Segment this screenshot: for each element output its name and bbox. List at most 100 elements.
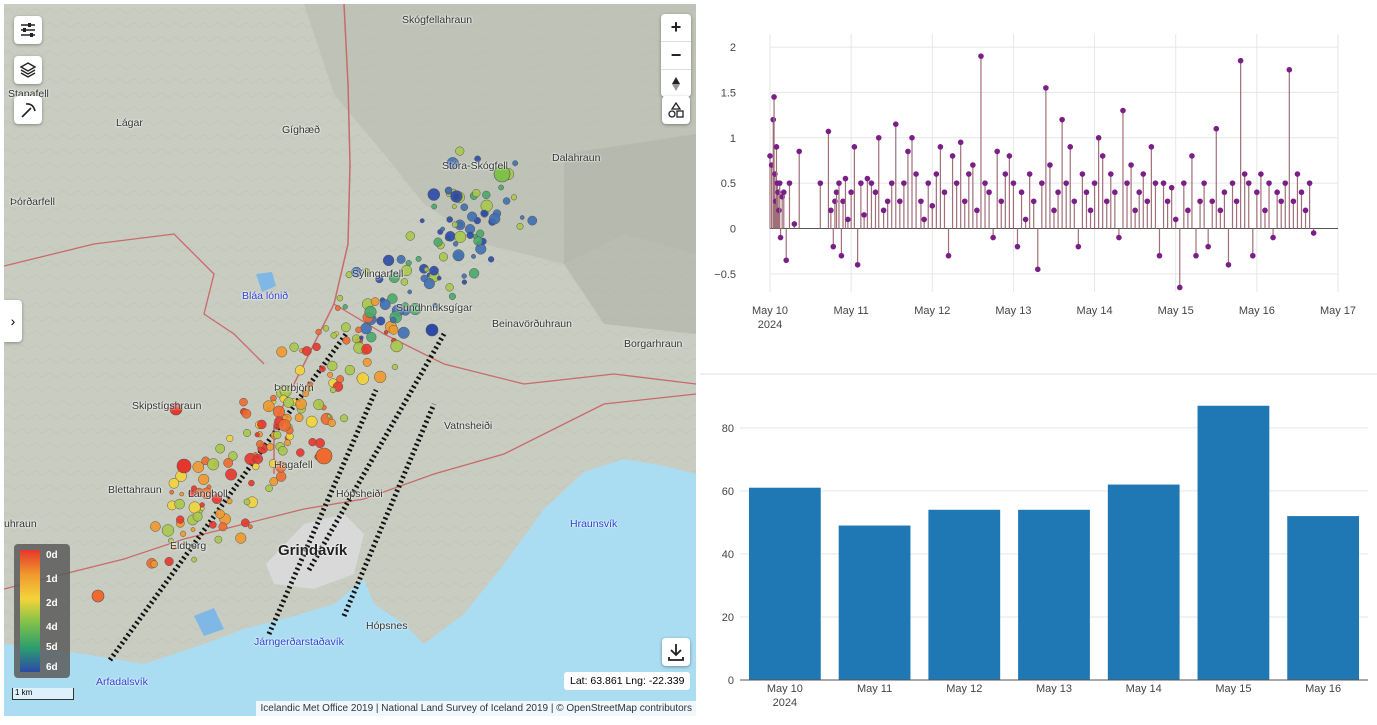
earthquake-marker (351, 266, 362, 278)
stem-point (783, 257, 790, 264)
zoom-out-button[interactable]: − (661, 42, 691, 70)
earthquake-marker (397, 326, 410, 339)
earthquake-marker (342, 336, 351, 345)
earthquake-marker (400, 265, 413, 277)
earthquake-marker (359, 335, 364, 340)
earthquake-marker (199, 502, 205, 508)
earthquake-markers (91, 146, 538, 603)
y-tick-label: 2 (730, 42, 736, 54)
earthquake-marker (169, 489, 175, 495)
bar-chart[interactable]: 0 20 40 60 80 May 10 May 11 May 12 May 13 May 14 M… (700, 350, 1377, 720)
earthquake-marker (366, 332, 377, 343)
earthquake-marker (301, 346, 312, 356)
stem-point (1185, 207, 1191, 214)
place-label-borgarhraun: Borgarhraun (624, 338, 683, 350)
earthquake-marker (448, 292, 456, 300)
earthquake-marker (493, 165, 511, 183)
legend-label: 6d (46, 662, 58, 673)
earthquake-marker (445, 231, 456, 242)
stem-point (1262, 207, 1268, 214)
place-label-eldborg: Eldborg (170, 540, 207, 552)
earthquake-map[interactable]: Skógfellahraun Stapafell Lágar Gíghæð Dalahr… (4, 4, 696, 716)
earthquake-marker (215, 443, 226, 454)
zoom-in-button[interactable]: + (661, 14, 691, 42)
map-basemap (4, 4, 696, 716)
earthquake-marker (489, 213, 501, 225)
download-button[interactable] (662, 638, 690, 666)
earthquake-marker (472, 188, 481, 198)
earthquake-marker (228, 451, 238, 461)
stem-point (836, 180, 842, 186)
filter-button[interactable] (14, 16, 42, 44)
earthquake-marker (376, 316, 386, 326)
earthquake-marker (388, 324, 399, 335)
earthquake-marker (476, 229, 485, 238)
stem-point (905, 148, 911, 155)
stem-point (1217, 207, 1224, 214)
earthquake-marker (168, 537, 174, 544)
earthquake-marker (342, 304, 348, 310)
stem-point (776, 207, 782, 214)
earthquake-marker (405, 231, 415, 241)
place-label-thorbjorn: Þorbjörn (274, 382, 314, 394)
x-tick-label: May 14 (1077, 305, 1113, 317)
stem-point (791, 221, 798, 227)
earthquake-marker (452, 193, 460, 201)
stem-point (1103, 198, 1110, 205)
stem-point (1233, 198, 1240, 205)
earthquake-marker (326, 413, 332, 419)
earthquake-marker (425, 323, 439, 337)
earthquake-marker (150, 560, 158, 568)
tools-button[interactable] (14, 96, 42, 124)
stem-point (1108, 171, 1114, 177)
stem-point (796, 148, 803, 155)
earthquake-marker (401, 302, 409, 310)
zoom-control: + − (661, 14, 691, 97)
stem-point (770, 116, 777, 123)
earthquake-marker (355, 326, 362, 334)
earthquake-marker (200, 487, 213, 500)
place-label-blaa-lonid: Bláa lónið (242, 290, 289, 302)
stem-point (1274, 189, 1280, 196)
stem-point (913, 171, 919, 177)
bar (928, 509, 1001, 680)
stem-point (1168, 184, 1175, 191)
earthquake-marker (191, 556, 197, 563)
earthquake-marker (266, 443, 275, 451)
stem-point (990, 234, 996, 241)
stem-point (840, 198, 846, 205)
earthquake-marker (438, 252, 449, 262)
earthquake-marker (240, 518, 250, 528)
place-label-lagar: Lágar (116, 117, 143, 129)
earthquake-marker (268, 459, 278, 468)
stem-point (957, 139, 964, 146)
stem-point (1006, 153, 1013, 159)
stem-point (1083, 189, 1090, 196)
earthquake-marker (168, 478, 180, 489)
earthquake-marker (278, 446, 288, 456)
legend-gradient (20, 550, 40, 672)
y-tick-label: 0 (728, 675, 734, 687)
earthquake-marker (423, 266, 430, 273)
layers-button[interactable] (14, 56, 42, 84)
stem-point (1010, 180, 1017, 186)
stem-point (901, 180, 907, 186)
stem-point (1290, 198, 1297, 205)
stem-point (1063, 180, 1069, 186)
stem-point (1197, 198, 1203, 205)
earthquake-marker (482, 190, 491, 200)
shapes-button[interactable] (662, 96, 690, 124)
earthquake-marker (191, 485, 197, 492)
stem-point (884, 198, 891, 205)
earthquake-marker (370, 297, 380, 306)
stem-point (961, 198, 968, 205)
expand-panel-button[interactable]: › (4, 300, 22, 342)
stem-chart[interactable]: May 10 May 11 May 12 May 13 May 14 May 15 May … (700, 0, 1377, 348)
place-label-stora-skogfell: Stóra-Skógfell (442, 160, 508, 172)
earthquake-marker (327, 371, 334, 378)
stem-point (1306, 180, 1313, 186)
earthquake-marker (252, 462, 260, 471)
earthquake-marker (455, 146, 465, 156)
compass-button[interactable] (661, 70, 691, 97)
earthquake-marker (276, 346, 288, 358)
